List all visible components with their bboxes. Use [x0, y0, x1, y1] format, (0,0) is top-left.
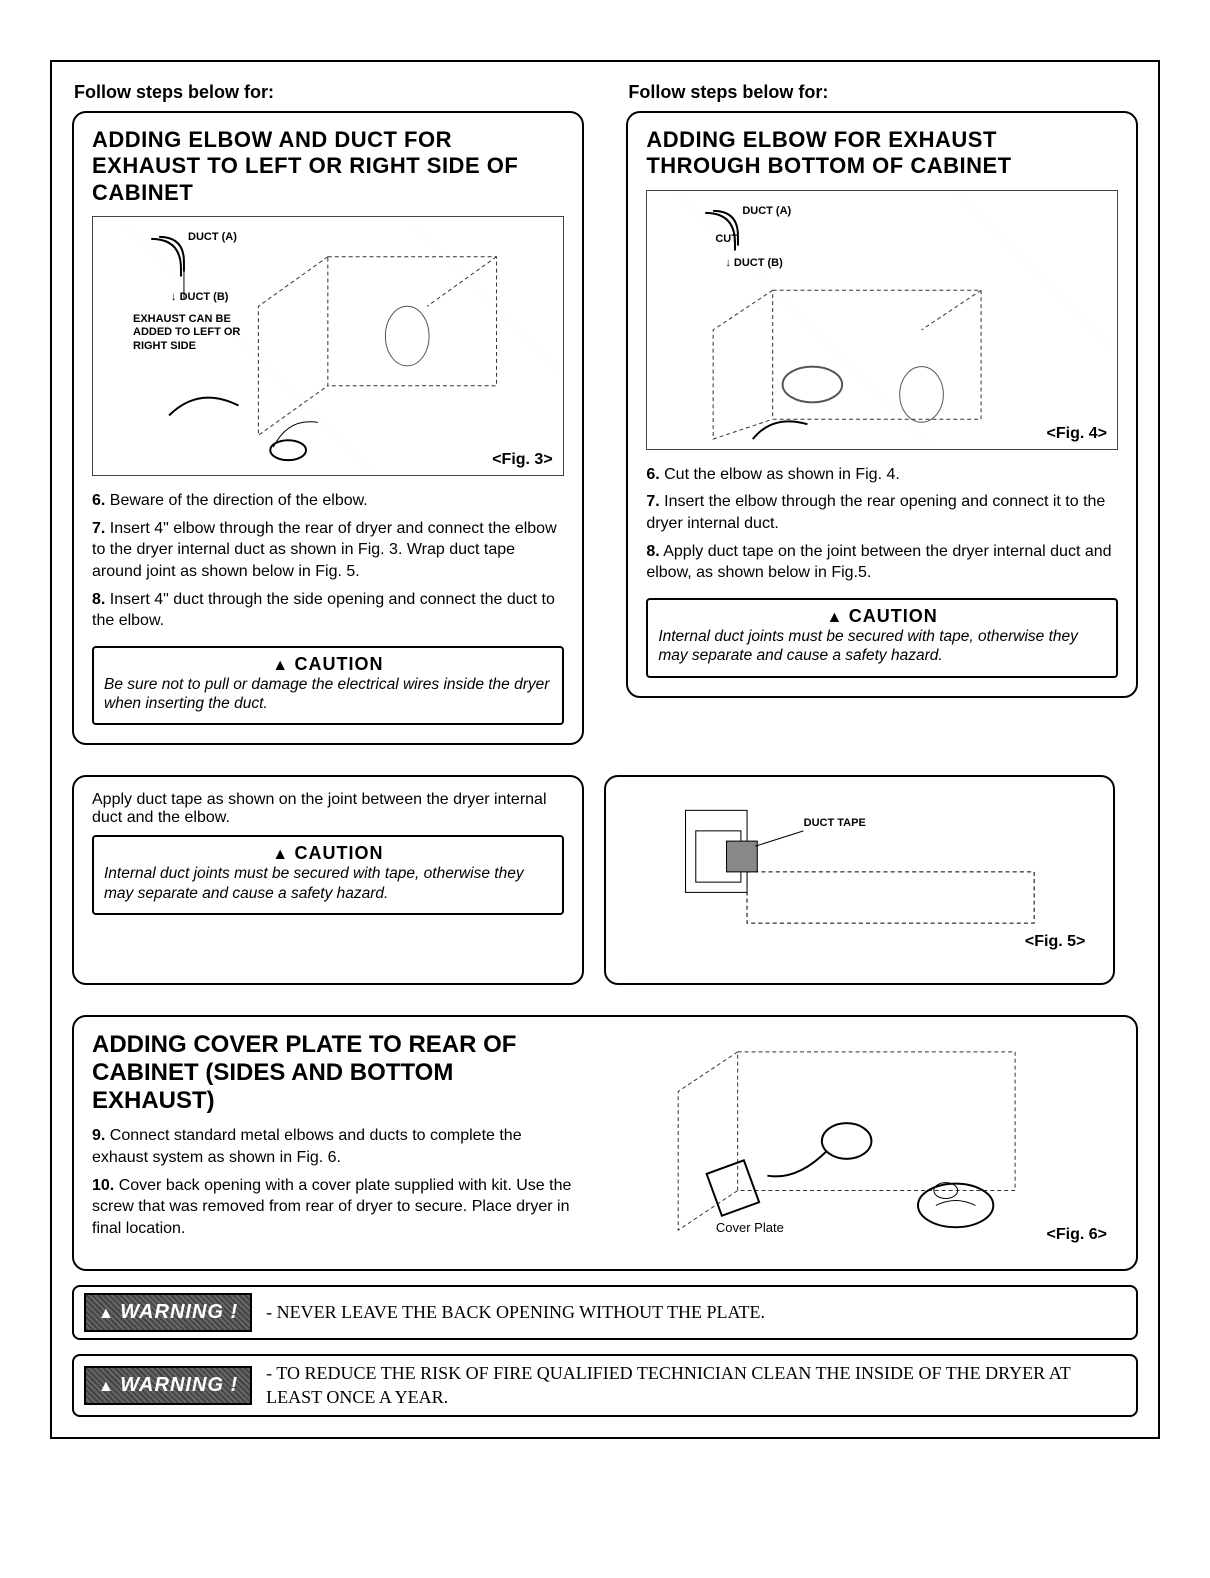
- step-6-left: Beware of the direction of the elbow.: [110, 492, 368, 509]
- title-bottom: ADDING COVER PLATE TO REAR OF CABINET (S…: [92, 1031, 575, 1115]
- col-left: Follow steps below for: ADDING ELBOW AND…: [72, 82, 584, 761]
- col-right: Follow steps below for: ADDING ELBOW FOR…: [626, 82, 1138, 761]
- anno-duct-b-right: ↓ DUCT (B): [725, 257, 782, 270]
- card-bottom: ADDING COVER PLATE TO REAR OF CABINET (S…: [72, 1015, 1138, 1271]
- fig6-label: <Fig. 6>: [1047, 1226, 1107, 1244]
- caution-text-mid: Internal duct joints must be secured wit…: [104, 864, 552, 903]
- caution-mid: CAUTION Internal duct joints must be sec…: [92, 835, 564, 915]
- anno-duct-a-left: DUCT (A): [188, 231, 237, 244]
- caution-title-left: CAUTION: [104, 654, 552, 675]
- caution-right: CAUTION Internal duct joints must be sec…: [646, 598, 1118, 678]
- fig6-sketch: [596, 1032, 1117, 1250]
- step-8-right: Apply duct tape on the joint between the…: [646, 543, 1111, 582]
- fig3-label: <Fig. 3>: [492, 451, 552, 469]
- step-7-right: Insert the elbow through the rear openin…: [646, 493, 1105, 532]
- warning-1: WARNING ! - NEVER LEAVE THE BACK OPENING…: [72, 1285, 1138, 1340]
- caution-title-mid: CAUTION: [104, 843, 552, 864]
- warning-2: WARNING ! - TO REDUCE THE RISK OF FIRE Q…: [72, 1354, 1138, 1417]
- step-9: Connect standard metal elbows and ducts …: [92, 1127, 522, 1166]
- follow-left: Follow steps below for:: [74, 82, 584, 103]
- title-left: ADDING ELBOW AND DUCT FOR EXHAUST TO LEF…: [92, 127, 564, 206]
- figure-5: DUCT TAPE <Fig. 5>: [624, 797, 1096, 957]
- caution-title-right: CAUTION: [658, 606, 1106, 627]
- caution-text-left: Be sure not to pull or damage the electr…: [104, 675, 552, 714]
- follow-right: Follow steps below for:: [628, 82, 1138, 103]
- figure-3: DUCT (A) ↓ DUCT (B) EXHAUST CAN BE ADDED…: [92, 216, 564, 476]
- bottom-right: Cover Plate <Fig. 6>: [595, 1031, 1118, 1251]
- mid-row: Apply duct tape as shown on the joint be…: [72, 775, 1138, 1001]
- fig5-label: <Fig. 5>: [1025, 933, 1085, 951]
- caution-text-right: Internal duct joints must be secured wit…: [658, 627, 1106, 666]
- anno-duct-tape: DUCT TAPE: [804, 817, 866, 830]
- figure-6: Cover Plate <Fig. 6>: [595, 1031, 1118, 1251]
- fig4-label: <Fig. 4>: [1047, 425, 1107, 443]
- warning-badge-1: WARNING !: [84, 1293, 252, 1332]
- card-right: ADDING ELBOW FOR EXHAUST THROUGH BOTTOM …: [626, 111, 1138, 698]
- step-6-right: Cut the elbow as shown in Fig. 4.: [664, 466, 900, 483]
- card-mid-right: DUCT TAPE <Fig. 5>: [604, 775, 1116, 985]
- warning-text-1: - NEVER LEAVE THE BACK OPENING WITHOUT T…: [266, 1301, 765, 1324]
- warning-text-2: - TO REDUCE THE RISK OF FIRE QUALIFIED T…: [266, 1362, 1126, 1409]
- card-left: ADDING ELBOW AND DUCT FOR EXHAUST TO LEF…: [72, 111, 584, 745]
- warning-badge-2: WARNING !: [84, 1366, 252, 1405]
- caution-left: CAUTION Be sure not to pull or damage th…: [92, 646, 564, 726]
- page-frame: Follow steps below for: ADDING ELBOW AND…: [50, 60, 1160, 1439]
- fig4-sketch: [647, 191, 1117, 449]
- step-10: Cover back opening with a cover plate su…: [92, 1177, 571, 1237]
- steps-left: 6. Beware of the direction of the elbow.…: [92, 490, 564, 632]
- figure-4: DUCT (A) CUT ↓ DUCT (B) <Fig. 4>: [646, 190, 1118, 450]
- step-8-left: Insert 4" duct through the side opening …: [92, 591, 555, 630]
- apply-text: Apply duct tape as shown on the joint be…: [92, 791, 564, 827]
- step-7-left: Insert 4" elbow through the rear of drye…: [92, 520, 557, 580]
- anno-cover-plate: Cover Plate: [716, 1220, 784, 1236]
- anno-exhaust: EXHAUST CAN BE ADDED TO LEFT OR RIGHT SI…: [133, 313, 263, 353]
- anno-duct-b-left: ↓ DUCT (B): [171, 291, 228, 304]
- top-row: Follow steps below for: ADDING ELBOW AND…: [72, 82, 1138, 761]
- title-right: ADDING ELBOW FOR EXHAUST THROUGH BOTTOM …: [646, 127, 1118, 180]
- steps-right: 6. Cut the elbow as shown in Fig. 4. 7. …: [646, 464, 1118, 584]
- anno-duct-a-right: DUCT (A): [742, 205, 791, 218]
- anno-cut: CUT: [715, 233, 738, 246]
- card-mid-left: Apply duct tape as shown on the joint be…: [72, 775, 584, 985]
- bottom-left: ADDING COVER PLATE TO REAR OF CABINET (S…: [92, 1031, 575, 1251]
